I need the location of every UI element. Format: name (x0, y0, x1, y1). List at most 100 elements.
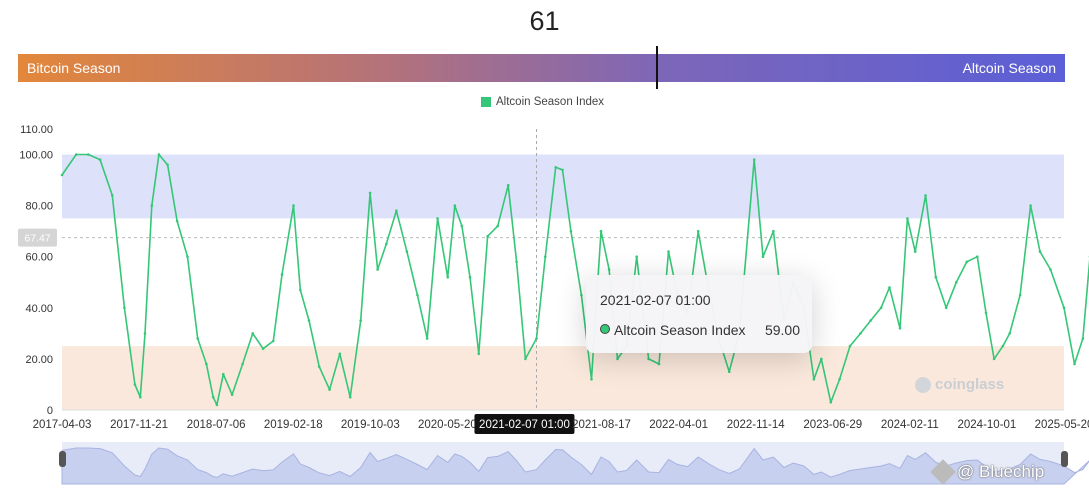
bitcoin-season-zone (62, 346, 1064, 410)
y-tick-label: 40.00 (25, 303, 53, 315)
chart-legend[interactable]: Altcoin Season Index (481, 96, 604, 108)
series-point (98, 158, 102, 161)
series-point (944, 306, 948, 310)
series-point (635, 255, 638, 258)
y-tick-label: 20.00 (25, 354, 53, 366)
altcoin-season-zone (62, 154, 1064, 219)
series-point (150, 204, 154, 207)
x-tick-label: 2021-02-07 01:00 (479, 419, 570, 431)
x-tick-label: 2023-06-29 (803, 419, 862, 431)
x-tick-label: 2020-05-20 (418, 419, 477, 431)
legend-swatch (481, 97, 491, 107)
credit-text: @ Bluechip (957, 462, 1045, 481)
series-point (607, 268, 611, 271)
series-point (924, 194, 927, 197)
series-point (87, 153, 90, 156)
series-point (299, 288, 302, 292)
series-point (74, 153, 78, 156)
series-point (477, 352, 481, 356)
series-point (280, 273, 284, 276)
series-point (368, 191, 372, 195)
tooltip-series-name: Altcoin Season Index (614, 322, 746, 338)
season-gauge-bar: Bitcoin Season Altcoin Season (18, 54, 1065, 82)
series-point (727, 370, 731, 374)
x-tick-label: 2024-10-01 (958, 419, 1017, 431)
series-point (657, 362, 661, 366)
series-point (272, 339, 275, 343)
series-point (506, 183, 510, 187)
tooltip-row: Altcoin Season Index 59.00 (600, 322, 800, 338)
y-tick-label: 80.00 (25, 201, 53, 213)
series-point (1073, 362, 1076, 366)
y-tick-label: 0 (47, 405, 53, 417)
series-point (446, 275, 450, 279)
series-point (376, 268, 379, 271)
legend-label: Altcoin Season Index (496, 96, 605, 108)
series-point (913, 250, 917, 253)
series-point (752, 158, 756, 161)
series-point (222, 372, 225, 376)
coinglass-logo-icon (915, 376, 931, 393)
series-point (211, 395, 215, 399)
series-point (1038, 250, 1042, 253)
x-highlight-badge (474, 414, 575, 434)
series-point (934, 275, 938, 279)
bitcoin-season-label: Bitcoin Season (27, 60, 121, 76)
series-point (205, 362, 208, 366)
series-point (829, 401, 833, 404)
series-point (338, 352, 342, 356)
series-point (111, 194, 114, 197)
series-point (1001, 344, 1005, 348)
x-tick-label: 2019-10-03 (341, 419, 400, 431)
series-point (667, 250, 670, 253)
series-point (416, 293, 419, 297)
series-point (292, 204, 295, 207)
x-tick-label: 2025-05-20 (1035, 419, 1089, 431)
tooltip-value: 59.00 (764, 322, 800, 338)
x-tick-label: 2022-11-14 (727, 419, 786, 431)
series-point (385, 242, 388, 246)
series-point (761, 255, 765, 258)
series-point (395, 209, 398, 212)
series-point (241, 362, 244, 366)
series-point (984, 311, 988, 315)
watermark-text: coinglass (935, 376, 1005, 393)
series-point (143, 332, 147, 335)
series-point (580, 293, 583, 297)
series-point (328, 388, 331, 391)
overview-area (61, 447, 1089, 485)
tooltip-series-dot (600, 324, 610, 334)
series-point (468, 275, 472, 279)
series-point (1062, 306, 1066, 310)
x-tick-label: 2024-02-11 (881, 419, 939, 431)
series-point (888, 286, 891, 289)
series-point (175, 219, 179, 223)
series-point (186, 255, 189, 258)
chart-tooltip: 2021-02-07 01:00 Altcoin Season Index 59… (586, 275, 812, 353)
series-point (460, 224, 464, 228)
y-pointer-badge (18, 228, 57, 247)
series-point (133, 383, 137, 386)
series-point (1081, 337, 1085, 340)
series-point (196, 337, 199, 340)
series-point (359, 319, 363, 322)
series-point (898, 327, 902, 330)
x-tick-label: 2021-08-17 (572, 419, 631, 431)
series-point (1049, 268, 1052, 271)
series-point (348, 395, 352, 399)
series-point (859, 332, 862, 335)
series-point (486, 235, 489, 238)
series-point (436, 217, 439, 220)
series-point (590, 378, 593, 381)
series-point (976, 255, 979, 258)
series-point (515, 260, 518, 264)
series-point (307, 319, 311, 322)
x-tick-label: 2018-07-06 (187, 419, 246, 431)
overview-handle-left (59, 451, 66, 467)
series-point (647, 357, 650, 361)
series-point (535, 337, 538, 340)
series-point (554, 166, 557, 169)
y-tick-label: 100.00 (19, 150, 53, 162)
series-point (906, 217, 909, 220)
